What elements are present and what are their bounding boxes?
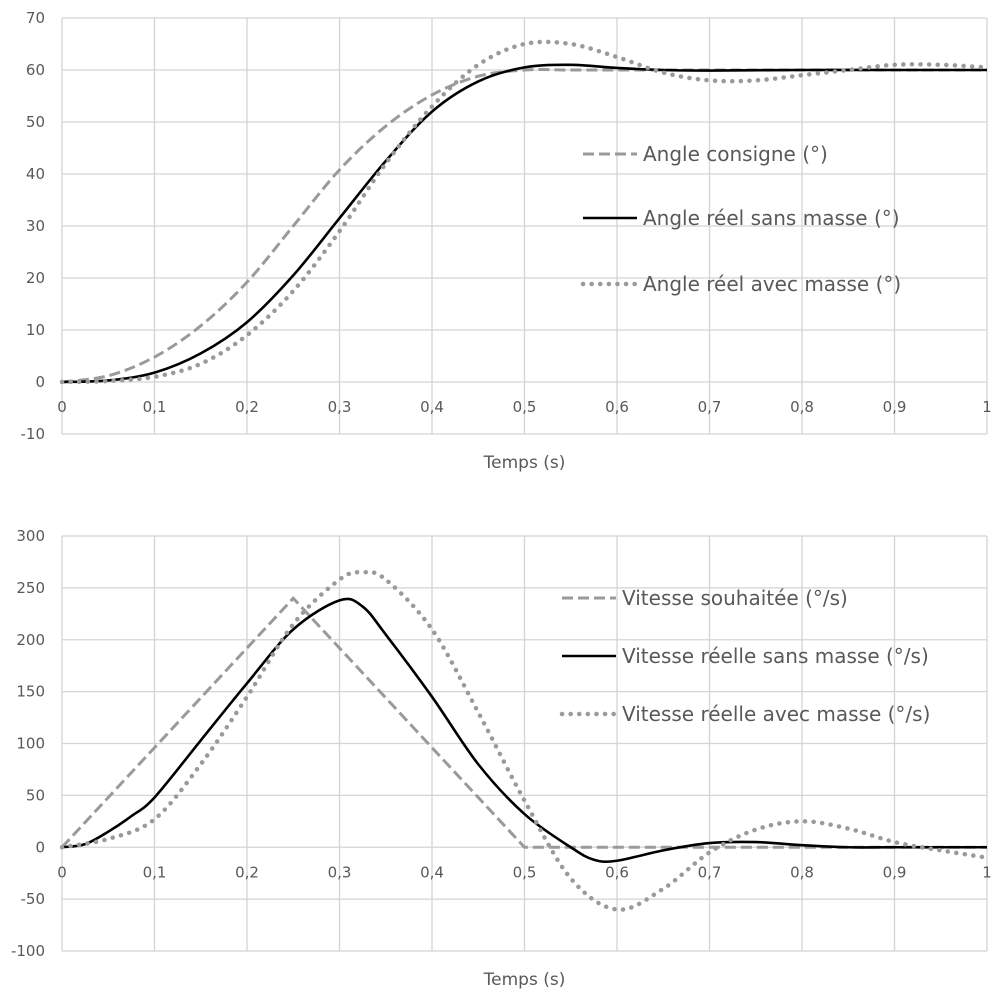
series-line-3 xyxy=(59,569,990,912)
series-group xyxy=(59,569,990,912)
y-tick-label: 60 xyxy=(26,61,45,79)
legend-label-2: Angle réel sans masse (°) xyxy=(643,206,900,230)
x-tick-label: 0,6 xyxy=(605,398,629,416)
x-tick-label: 0,4 xyxy=(420,398,444,416)
x-tick-label: 0 xyxy=(57,863,67,881)
y-tick-label: 10 xyxy=(26,321,45,339)
x-tick-label: 1 xyxy=(982,863,992,881)
x-tick-label: 0,2 xyxy=(235,863,259,881)
x-tick-label: 0,6 xyxy=(605,863,629,881)
y-tick-label: 20 xyxy=(26,269,45,287)
series-line-2 xyxy=(61,63,987,384)
x-tick-label: 0,5 xyxy=(513,398,537,416)
x-tick-label: 0,3 xyxy=(328,863,352,881)
x-tick-label: 0,4 xyxy=(420,863,444,881)
legend-label-1: Vitesse souhaitée (°/s) xyxy=(622,586,848,610)
series-line-2 xyxy=(61,597,987,863)
series-group xyxy=(59,39,990,385)
y-tick-label: 100 xyxy=(16,735,45,753)
legend: Angle consigne (°) Angle réel sans masse … xyxy=(580,142,901,296)
y-tick-label: -50 xyxy=(21,890,46,908)
gridlines xyxy=(61,17,988,435)
x-axis-title: Temps (s) xyxy=(483,453,566,473)
gridlines xyxy=(61,535,988,952)
legend: Vitesse souhaitée (°/s) Vitesse réelle sa… xyxy=(559,586,930,726)
series-line-3 xyxy=(59,39,990,385)
legend-label-3: Vitesse réelle avec masse (°/s) xyxy=(622,702,930,726)
x-axis-title: Temps (s) xyxy=(483,970,566,990)
y-tick-label: 70 xyxy=(26,9,45,27)
x-tick-label: 0,9 xyxy=(883,398,907,416)
legend-label-3: Angle réel avec masse (°) xyxy=(643,272,901,296)
y-tick-label: -100 xyxy=(11,942,45,960)
y-tick-label: 50 xyxy=(26,786,45,804)
y-tick-label: 250 xyxy=(16,579,45,597)
y-tick-label: 50 xyxy=(26,113,45,131)
x-tick-label: 0,1 xyxy=(143,863,167,881)
y-tick-label: 200 xyxy=(16,631,45,649)
x-tick-label: 0,3 xyxy=(328,398,352,416)
y-tick-label: 300 xyxy=(16,527,45,545)
x-tick-label: 0,8 xyxy=(790,398,814,416)
x-tick-label: 0,7 xyxy=(698,398,722,416)
y-tick-label: 0 xyxy=(35,838,45,856)
chart-2: -100 -50 0 50 100 150 200 250 300 0 0,1 0,2 0,3 0,4 0,… xyxy=(11,527,992,990)
legend-label-1: Angle consigne (°) xyxy=(643,142,828,166)
x-tick-label: 0,8 xyxy=(790,863,814,881)
chart-1: -10 0 10 20 30 40 50 60 70 0 0,1 0,2 0,3 0,4 0,5 0,6 0,7… xyxy=(21,9,992,473)
y-tick-label: -10 xyxy=(21,425,46,443)
x-tick-label: 0 xyxy=(57,398,67,416)
y-tick-label: 0 xyxy=(35,373,45,391)
y-tick-label: 150 xyxy=(16,683,45,701)
x-tick-label: 1 xyxy=(982,398,992,416)
y-tick-label: 40 xyxy=(26,165,45,183)
x-tick-label: 0,5 xyxy=(513,863,537,881)
x-tick-label: 0,9 xyxy=(883,863,907,881)
x-tick-label: 0,7 xyxy=(698,863,722,881)
legend-label-2: Vitesse réelle sans masse (°/s) xyxy=(622,644,929,668)
x-tick-label: 0,1 xyxy=(143,398,167,416)
x-tick-label: 0,2 xyxy=(235,398,259,416)
y-tick-label: 30 xyxy=(26,217,45,235)
